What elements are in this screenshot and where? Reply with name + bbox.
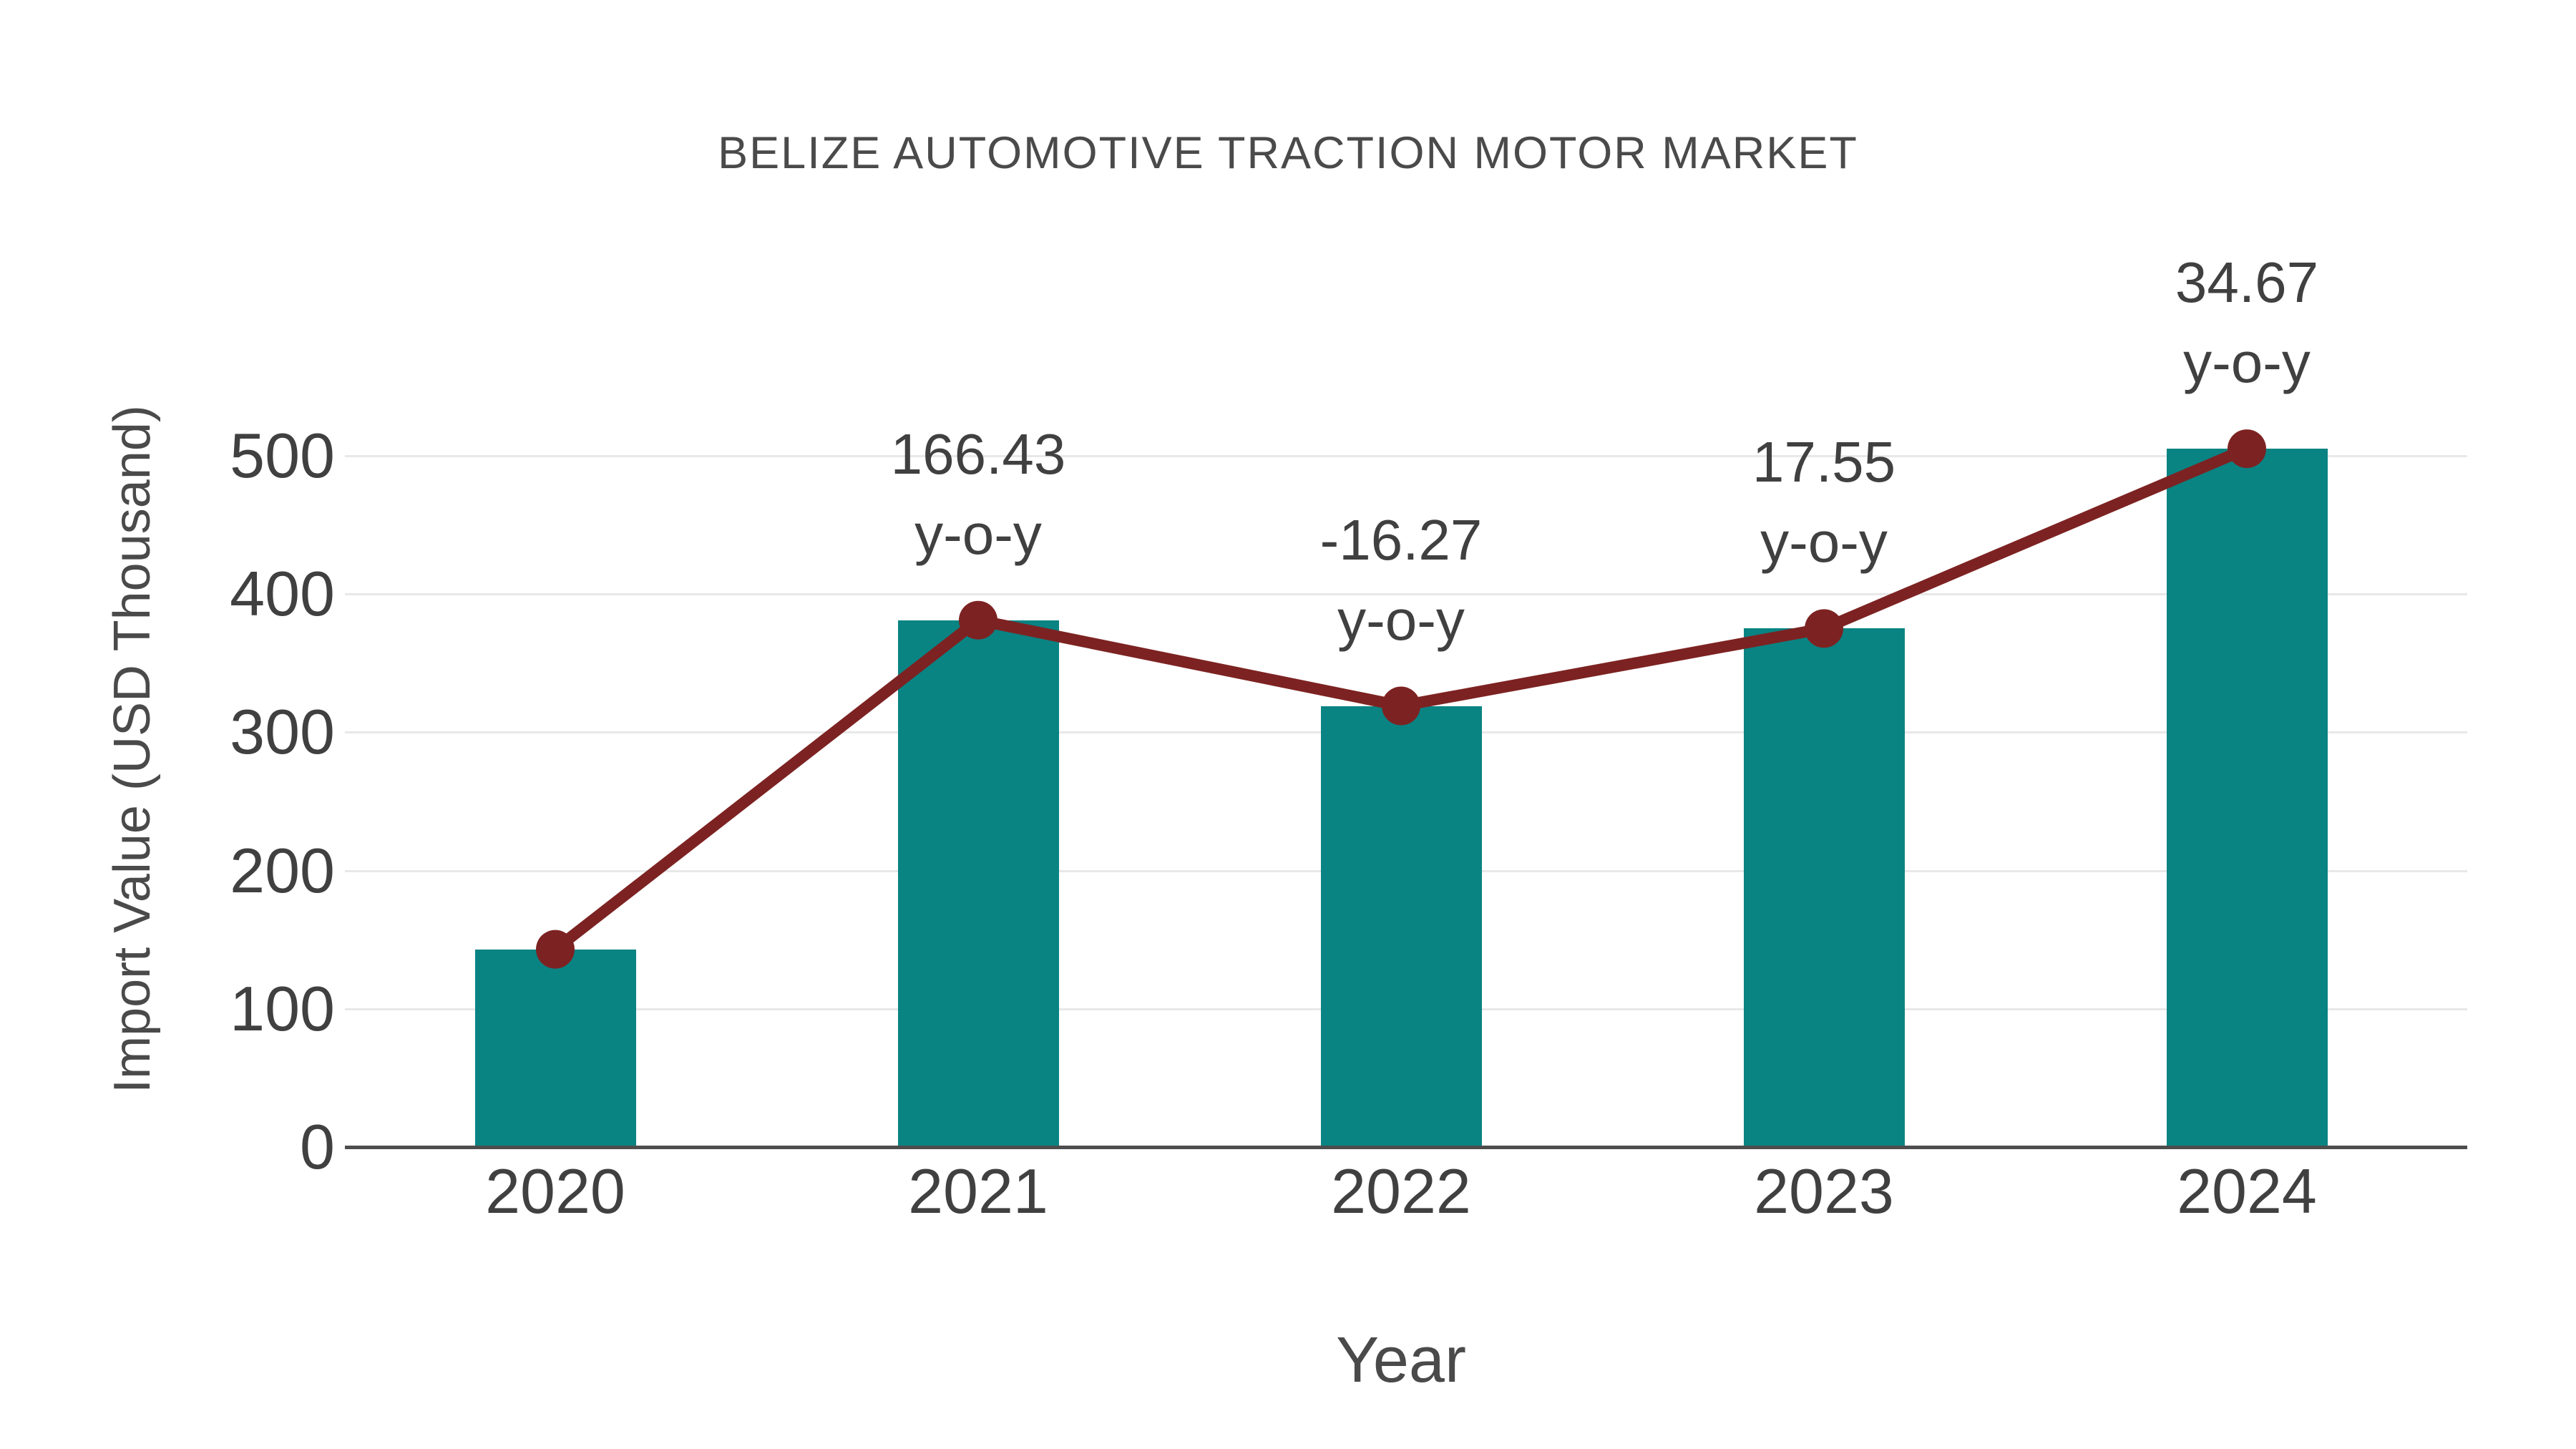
- chart-title: BELIZE AUTOMOTIVE TRACTION MOTOR MARKET: [718, 128, 1858, 178]
- bar-2020: [474, 949, 636, 1147]
- yoy-value: 34.67: [2175, 250, 2319, 315]
- gridline-500: [345, 454, 2467, 457]
- data-point-2024: [2228, 429, 2266, 469]
- yoy-annotation-2024: 34.67 y-o-y: [2018, 243, 2476, 403]
- y-tick-label: 100: [230, 972, 335, 1044]
- x-axis-title: Year: [1336, 1324, 1466, 1396]
- x-axis-line: [345, 1146, 2467, 1149]
- bar-2022: [1320, 706, 1482, 1147]
- y-tick-label: 500: [230, 419, 335, 491]
- x-tick-label-2021: 2021: [908, 1156, 1048, 1226]
- x-tick-label-2023: 2023: [1754, 1156, 1894, 1226]
- yoy-value: 17.55: [1752, 430, 1896, 494]
- bar-2021: [897, 620, 1059, 1147]
- bar-2024: [2166, 449, 2328, 1147]
- x-tick-label-2024: 2024: [2177, 1156, 2317, 1226]
- yoy-value: -16.27: [1319, 507, 1483, 572]
- y-tick-label: 200: [230, 834, 335, 906]
- yoy-annotation-2022: -16.27 y-o-y: [1172, 500, 1630, 660]
- y-tick-label: 300: [230, 696, 335, 768]
- yoy-suffix: y-o-y: [2183, 331, 2311, 395]
- x-tick-label-2022: 2022: [1331, 1156, 1471, 1226]
- data-point-2021: [959, 600, 997, 640]
- y-tick-label: 0: [300, 1111, 335, 1182]
- yoy-value: 166.43: [890, 421, 1066, 486]
- yoy-annotation-2021: 166.43 y-o-y: [749, 414, 1207, 575]
- bar-2023: [1743, 628, 1905, 1147]
- data-point-2020: [536, 930, 575, 969]
- yoy-suffix: y-o-y: [1337, 587, 1465, 652]
- gridline-400: [345, 593, 2467, 595]
- data-point-2023: [1805, 609, 1843, 648]
- data-point-2022: [1382, 686, 1420, 726]
- yoy-suffix: y-o-y: [1760, 510, 1888, 575]
- y-tick-label: 400: [230, 558, 335, 629]
- x-tick-label-2020: 2020: [485, 1156, 625, 1226]
- yoy-annotation-2023: 17.55 y-o-y: [1595, 422, 2053, 582]
- yoy-suffix: y-o-y: [914, 502, 1042, 566]
